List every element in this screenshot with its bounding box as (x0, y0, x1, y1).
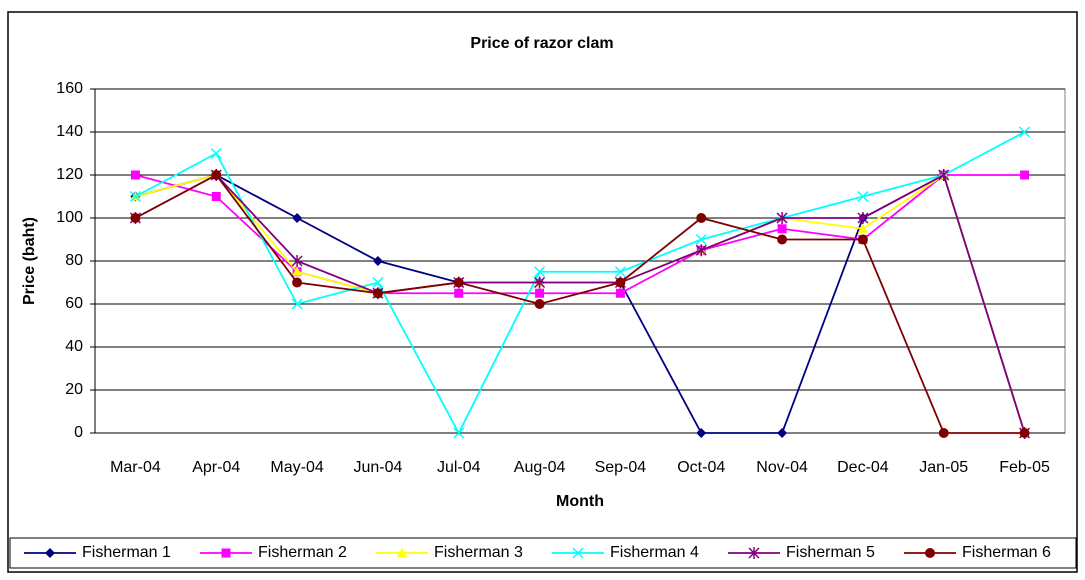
chart-title: Price of razor clam (470, 35, 613, 52)
data-point (614, 266, 626, 278)
data-point (857, 234, 868, 245)
series-line (134, 173, 1026, 434)
series-line (134, 173, 1025, 434)
data-point (695, 244, 707, 257)
legend-marker (925, 548, 935, 558)
legend-marker (748, 547, 760, 559)
y-tick-label: 20 (65, 381, 83, 398)
data-point (372, 256, 383, 266)
data-point (372, 288, 383, 299)
data-point (291, 298, 303, 310)
y-tick-label: 100 (56, 209, 83, 226)
data-point (776, 212, 788, 224)
data-point (130, 170, 140, 180)
x-tick-label: Feb-05 (999, 459, 1050, 476)
data-point (615, 288, 625, 298)
data-point (292, 277, 303, 288)
y-tick-label: 120 (56, 166, 83, 183)
x-tick-label: Mar-04 (110, 459, 161, 476)
data-point (777, 224, 787, 234)
data-point (777, 428, 788, 438)
data-point (453, 277, 464, 288)
x-tick-label: Jun-04 (353, 459, 402, 476)
data-point (291, 255, 303, 267)
x-axis-label: Month (556, 493, 604, 510)
legend-marker (221, 548, 231, 558)
legend-label: Fisherman 3 (434, 544, 523, 561)
legend-marker (45, 548, 55, 558)
x-tick-label: Jul-04 (437, 459, 481, 476)
y-tick-label: 80 (65, 252, 83, 269)
x-tick-label: Dec-04 (837, 459, 889, 476)
data-point (696, 428, 707, 438)
data-point (130, 213, 141, 223)
data-point (210, 147, 222, 160)
data-point (938, 169, 950, 181)
y-tick-label: 40 (65, 338, 83, 355)
data-point (615, 277, 626, 288)
x-tick-label: Apr-04 (192, 459, 240, 476)
legend-marker (397, 548, 407, 557)
data-point (454, 288, 464, 298)
data-point (857, 223, 868, 233)
y-axis-label: Price (baht) (21, 217, 38, 305)
data-point (857, 212, 869, 224)
data-point (938, 428, 949, 438)
data-point (211, 170, 222, 180)
legend-label: Fisherman 2 (258, 544, 347, 561)
x-tick-label: Jan-05 (919, 459, 968, 476)
y-tick-label: 0 (74, 424, 83, 441)
data-point (695, 233, 707, 246)
legend-box (9, 537, 1077, 569)
legend-label: Fisherman 5 (786, 544, 875, 561)
data-point (696, 213, 707, 223)
data-point (292, 213, 303, 223)
data-point (534, 266, 546, 278)
y-tick-label: 140 (56, 123, 83, 140)
data-point (211, 192, 221, 201)
data-point (129, 190, 141, 203)
data-point (1020, 170, 1030, 180)
data-point (534, 276, 546, 289)
x-tick-label: Aug-04 (514, 459, 566, 476)
data-point (534, 299, 545, 309)
data-point (1019, 428, 1030, 438)
legend-label: Fisherman 4 (610, 544, 699, 561)
legend-label: Fisherman 1 (82, 544, 171, 561)
y-tick-label: 60 (65, 295, 83, 312)
series-line (134, 131, 1026, 435)
x-tick-label: Sep-04 (595, 459, 647, 476)
x-tick-label: Nov-04 (756, 459, 808, 476)
data-point (857, 190, 869, 203)
x-tick-label: Oct-04 (677, 459, 725, 476)
legend-marker (572, 547, 584, 559)
data-point (372, 276, 384, 289)
data-point (535, 288, 545, 298)
data-point (453, 427, 465, 439)
x-tick-label: May-04 (270, 459, 323, 476)
data-point (777, 234, 788, 245)
data-point (292, 266, 303, 276)
legend-label: Fisherman 6 (962, 544, 1051, 561)
data-point (1019, 126, 1031, 138)
y-tick-label: 160 (56, 80, 83, 97)
